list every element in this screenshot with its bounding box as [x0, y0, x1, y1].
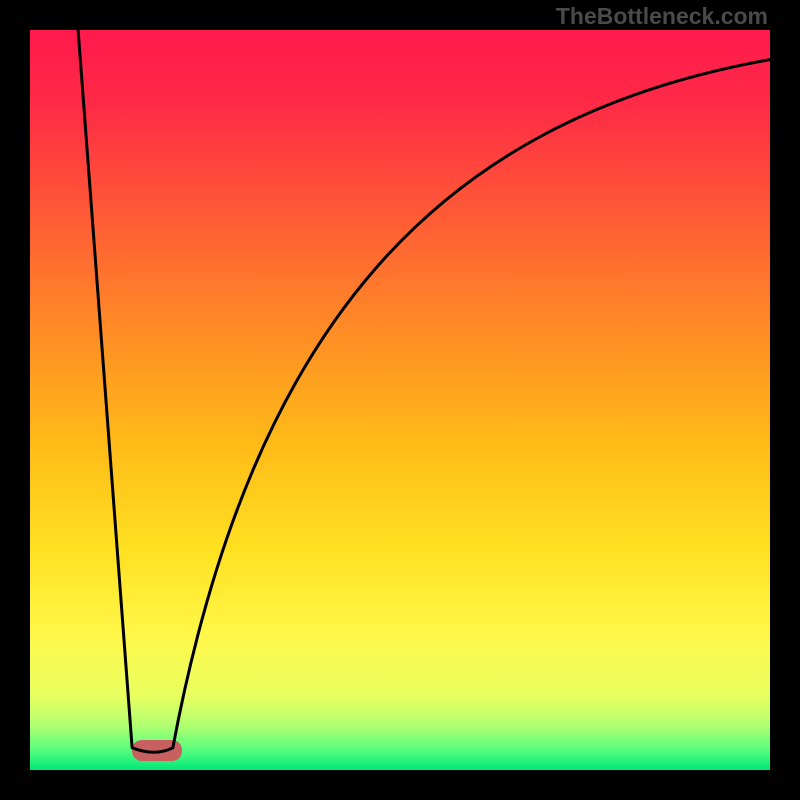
watermark-text: TheBottleneck.com — [556, 3, 768, 30]
bottleneck-curve — [30, 30, 770, 770]
curve-path — [78, 30, 770, 752]
plot-area — [30, 30, 770, 770]
